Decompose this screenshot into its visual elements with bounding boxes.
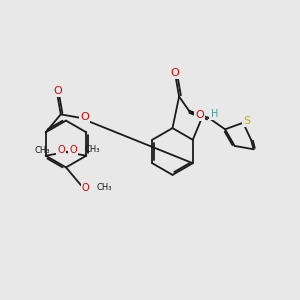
- Text: O: O: [195, 110, 204, 120]
- Text: CH₃: CH₃: [84, 145, 100, 154]
- Text: CH₃: CH₃: [97, 183, 112, 192]
- Text: O: O: [82, 183, 89, 193]
- Text: O: O: [70, 145, 77, 155]
- Text: S: S: [243, 116, 250, 126]
- Text: CH₃: CH₃: [34, 146, 50, 155]
- Text: O: O: [171, 68, 179, 78]
- Text: H: H: [211, 109, 218, 119]
- Text: O: O: [53, 86, 62, 96]
- Text: O: O: [80, 112, 89, 122]
- Text: O: O: [57, 145, 65, 155]
